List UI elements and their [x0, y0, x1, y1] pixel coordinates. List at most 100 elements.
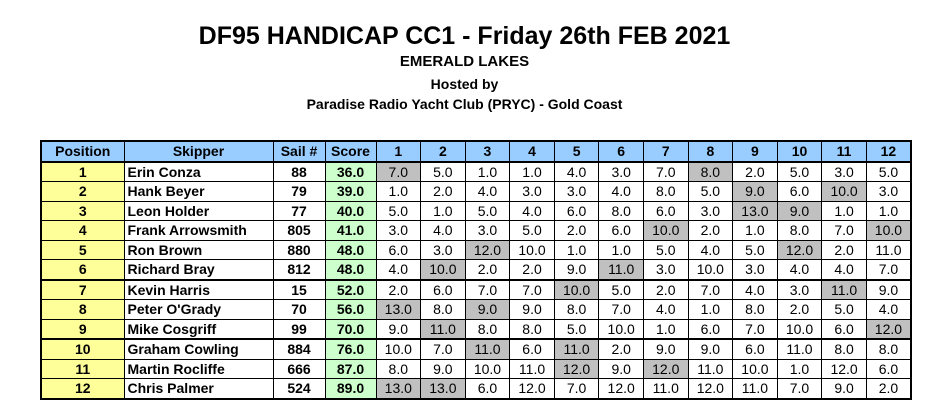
- skipper: Frank Arrowsmith: [123, 220, 274, 241]
- race-result: 10.0: [464, 358, 511, 379]
- race-result: 4.0: [821, 259, 867, 280]
- race-result: 6.0: [420, 278, 466, 300]
- race-result: 6.0: [642, 200, 689, 221]
- race-result: 1.0: [732, 220, 778, 241]
- race-result: 8.0: [598, 200, 644, 221]
- race-result: 11.0: [642, 378, 689, 399]
- race-result: 2.0: [821, 239, 867, 260]
- race-result: 1.0: [420, 200, 466, 221]
- race-result: 2.0: [732, 161, 778, 182]
- skipper: Ron Brown: [123, 239, 274, 260]
- race-result: 12.0: [642, 358, 689, 379]
- results-table: Position Skipper Sail # Score 1 2 3 4 5 6 7 8 9 10 11 1…: [40, 140, 912, 400]
- race-result: 3.0: [375, 220, 422, 241]
- skipper: Kevin Harris: [123, 278, 274, 300]
- hosted-label: Hosted by: [430, 76, 499, 92]
- race-result: 10.0: [642, 220, 689, 241]
- position: 4: [40, 220, 125, 241]
- race-result: 9.0: [865, 278, 912, 300]
- position: 3: [40, 200, 125, 221]
- race-result: 1.0: [865, 200, 912, 221]
- race-result: 9.0: [420, 358, 466, 379]
- position: 7: [40, 278, 125, 300]
- race-result: 8.0: [509, 318, 555, 340]
- result-row: 12 Chris Palmer 524 89.0 13.0 13.0 6.0 12.0 7.0 1…: [40, 378, 912, 399]
- sail-number: 99: [272, 318, 326, 340]
- race-result: 3.0: [821, 161, 867, 182]
- result-row: 11 Martin Rocliffe 666 87.0 8.0 9.0 10.0 11.0 12…: [40, 358, 912, 379]
- score: 41.0: [324, 220, 377, 241]
- race-result: 2.0: [375, 278, 422, 300]
- column-header: 12: [865, 140, 912, 162]
- race-result: 6.0: [598, 220, 644, 241]
- race-result: 6.0: [821, 318, 867, 340]
- race-result: 11.0: [553, 338, 600, 360]
- race-result: 8.0: [375, 358, 422, 379]
- race-result: 10.0: [509, 239, 555, 260]
- column-header: 10: [776, 140, 823, 162]
- race-result: 3.0: [553, 181, 600, 202]
- race-result: 2.0: [776, 299, 823, 320]
- skipper: Richard Bray: [123, 259, 274, 280]
- position: 5: [40, 239, 125, 260]
- sail-number: 524: [272, 378, 326, 399]
- race-result: 4.0: [553, 161, 600, 182]
- score: 39.0: [324, 181, 377, 202]
- race-result: 6.0: [865, 358, 912, 379]
- race-result: 3.0: [464, 220, 511, 241]
- race-result: 10.0: [375, 338, 422, 360]
- race-result: 9.0: [509, 299, 555, 320]
- race-result: 5.0: [821, 299, 867, 320]
- race-result: 3.0: [420, 239, 466, 260]
- race-result: 13.0: [732, 200, 778, 221]
- race-result: 12.0: [776, 239, 823, 260]
- race-result: 7.0: [509, 278, 555, 300]
- race-result: 2.0: [509, 259, 555, 280]
- race-result: 13.0: [420, 378, 466, 399]
- race-result: 9.0: [732, 181, 778, 202]
- race-result: 7.0: [821, 220, 867, 241]
- race-result: 9.0: [687, 338, 734, 360]
- result-row: 6 Richard Bray 812 48.0 4.0 10.0 2.0 2.0 9.0 11.0…: [40, 259, 912, 280]
- position: 8: [40, 299, 125, 320]
- score: 40.0: [324, 200, 377, 221]
- race-result: 6.0: [553, 200, 600, 221]
- sail-number: 77: [272, 200, 326, 221]
- column-header: 9: [732, 140, 778, 162]
- race-result: 8.0: [821, 338, 867, 360]
- race-result: 11.0: [821, 278, 867, 300]
- race-result: 3.0: [732, 259, 778, 280]
- race-result: 5.0: [687, 181, 734, 202]
- race-result: 2.0: [865, 378, 912, 399]
- race-result: 4.0: [642, 299, 689, 320]
- race-result: 11.0: [776, 338, 823, 360]
- sail-number: 15: [272, 278, 326, 300]
- race-result: 6.0: [464, 378, 511, 399]
- race-result: 8.0: [420, 299, 466, 320]
- column-header: Skipper: [123, 140, 274, 162]
- column-header: 7: [642, 140, 689, 162]
- race-result: 7.0: [598, 299, 644, 320]
- position: 1: [40, 161, 125, 182]
- column-header: Sail #: [272, 140, 326, 162]
- race-result: 2.0: [642, 278, 689, 300]
- race-result: 6.0: [375, 239, 422, 260]
- race-result: 10.0: [821, 181, 867, 202]
- column-header: 4: [509, 140, 555, 162]
- race-result: 13.0: [375, 378, 422, 399]
- race-result: 2.0: [420, 181, 466, 202]
- race-result: 12.0: [865, 318, 912, 340]
- venue: EMERALD LAKES: [399, 53, 530, 70]
- race-result: 7.0: [732, 318, 778, 340]
- race-result: 10.0: [687, 259, 734, 280]
- race-result: 4.0: [865, 299, 912, 320]
- position: 12: [40, 378, 125, 399]
- race-result: 2.0: [464, 259, 511, 280]
- race-result: 9.0: [821, 378, 867, 399]
- race-result: 12.0: [687, 378, 734, 399]
- race-result: 7.0: [375, 161, 422, 182]
- result-row: 4 Frank Arrowsmith 805 41.0 3.0 4.0 3.0 5.0 2.0 6…: [40, 220, 912, 241]
- score: 56.0: [324, 299, 377, 320]
- race-result: 1.0: [375, 181, 422, 202]
- column-header: 8: [687, 140, 734, 162]
